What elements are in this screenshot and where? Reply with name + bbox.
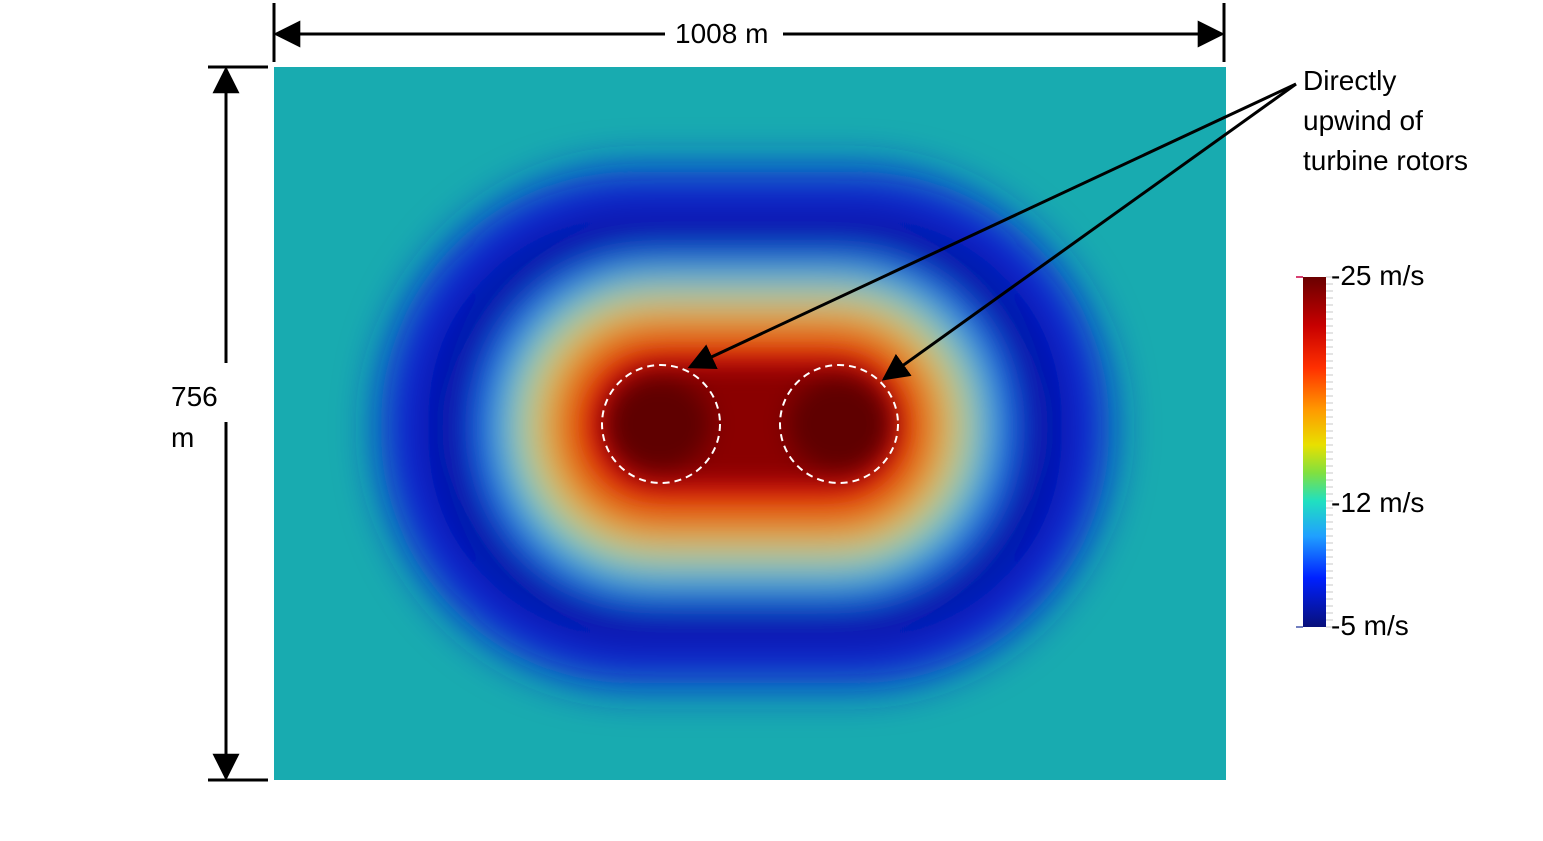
annotation-line-2: upwind of [1303, 105, 1423, 136]
colorbar: -25 m/s -12 m/s -5 m/s [1296, 260, 1424, 641]
width-label: 1008 m [675, 18, 768, 49]
colorbar-top-label: -25 m/s [1331, 260, 1424, 291]
upwind-annotation: Directly upwind of turbine rotors [687, 65, 1468, 381]
turbine-rotor-left [601, 364, 721, 484]
width-dimension: 1008 m [272, 3, 1226, 62]
annotation-arrow-right [881, 82, 1297, 381]
colorbar-bottom-label: -5 m/s [1331, 610, 1409, 641]
colorbar-mid-label: -12 m/s [1331, 487, 1424, 518]
colorbar-ticks [1326, 276, 1333, 628]
core-right [786, 376, 890, 472]
velocity-field [274, 67, 1226, 780]
annotation-line-1: Directly [1303, 65, 1396, 96]
height-label-number: 756 [171, 381, 218, 412]
core-left [608, 376, 712, 472]
height-label-unit: m [171, 422, 194, 453]
turbine-rotor-right [779, 364, 899, 484]
height-dimension: 756 m [171, 65, 268, 782]
colorbar-gradient [1303, 277, 1326, 627]
annotation-arrow-left [687, 82, 1297, 369]
annotation-line-3: turbine rotors [1303, 145, 1468, 176]
